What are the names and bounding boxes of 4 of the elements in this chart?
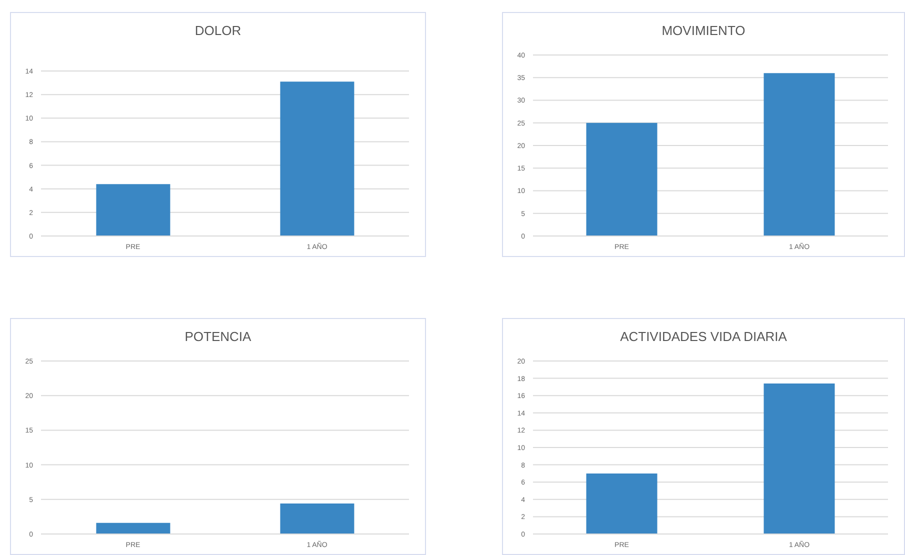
- chart-title: POTENCIA: [184, 329, 252, 344]
- chart-title: DOLOR: [194, 23, 242, 38]
- chart-title: ACTIVIDADES VIDA DIARIA: [619, 329, 788, 344]
- chart-title: MOVIMIENTO: [660, 23, 746, 38]
